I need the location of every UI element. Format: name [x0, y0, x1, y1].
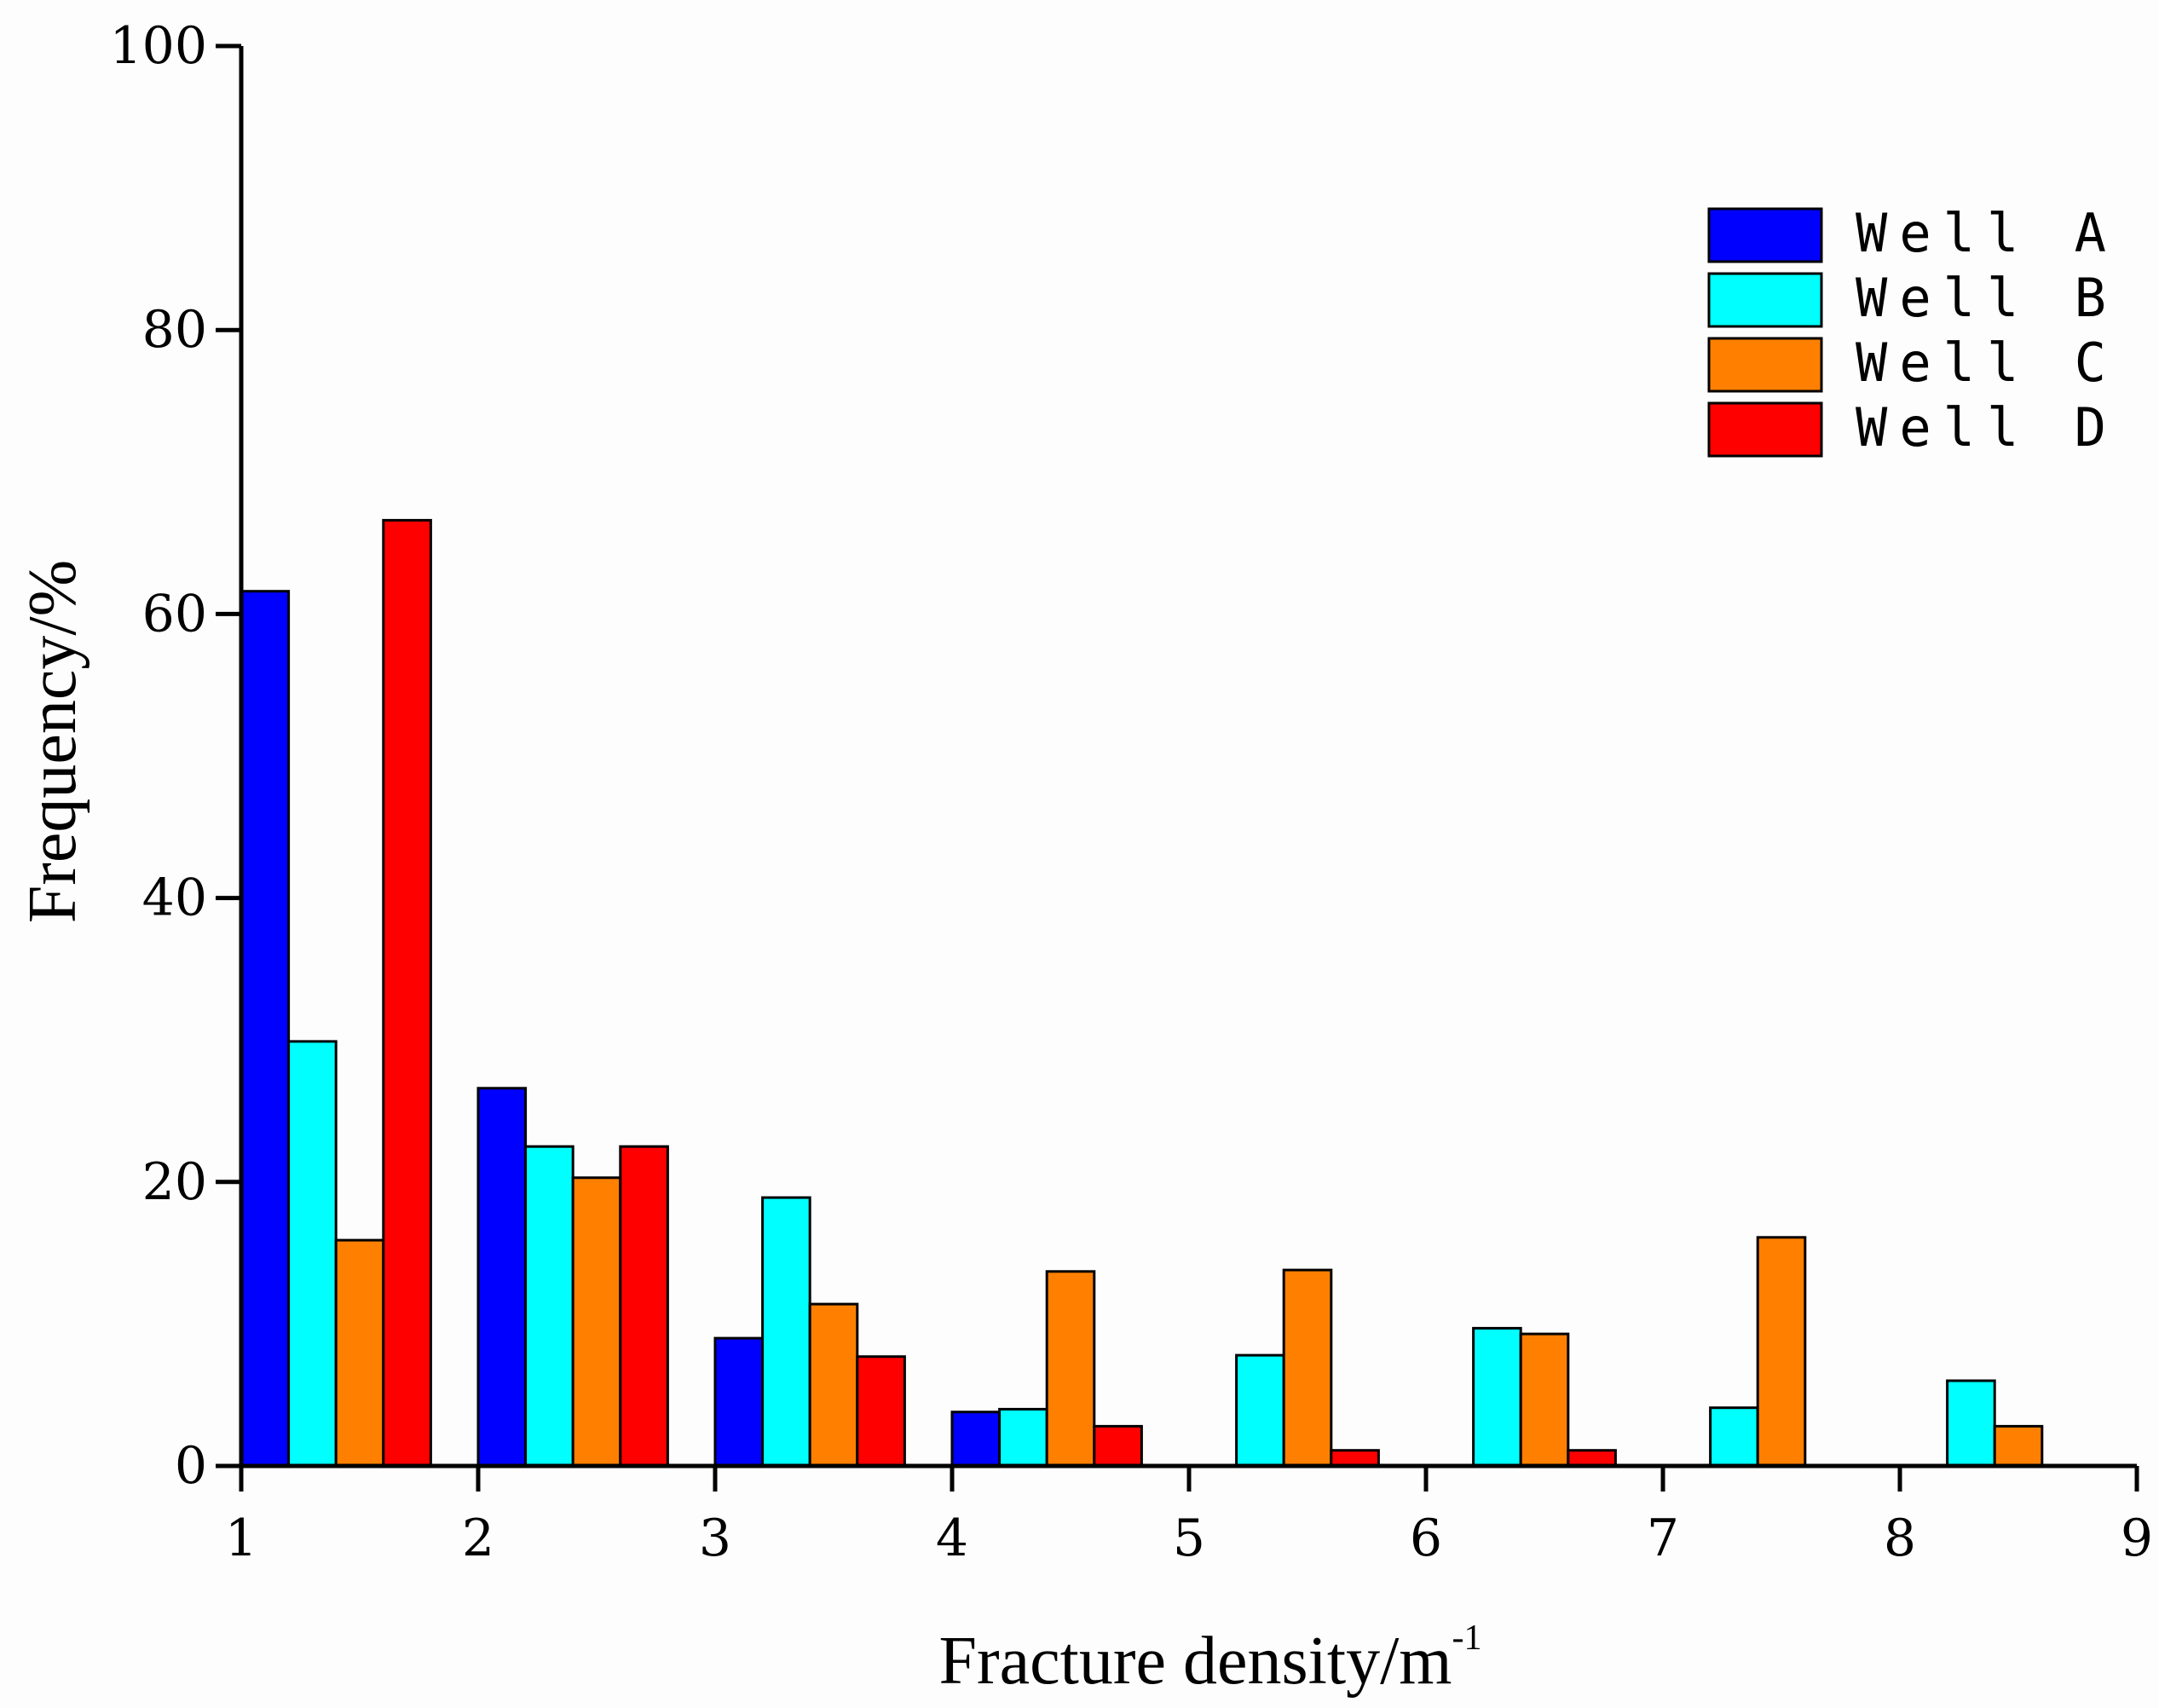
bar-well-c-4-5 [1045, 1270, 1096, 1468]
y-axis-title: Frequency/% [15, 560, 90, 924]
bar-well-b-3-4 [761, 1196, 811, 1468]
x-tick-label-7: 7 [1647, 1509, 1679, 1568]
bar-well-b-4-5 [998, 1407, 1048, 1468]
bar-well-c-5-6 [1282, 1268, 1333, 1468]
x-axis-title: Fracture density/m-1 [938, 1619, 1481, 1699]
x-tick-label-6: 6 [1410, 1509, 1442, 1568]
y-tick-label-80: 80 [142, 300, 207, 360]
bar-well-c-2-3 [571, 1176, 622, 1468]
legend-label-well-c: Well C [1856, 332, 2118, 394]
bar-well-b-5-6 [1235, 1353, 1285, 1468]
bar-well-d-2-3 [619, 1145, 669, 1468]
bar-well-b-2-3 [524, 1145, 574, 1468]
legend-label-well-a: Well A [1856, 202, 2118, 264]
legend-swatch-well-c [1707, 337, 1823, 393]
bar-well-d-1-2 [382, 518, 432, 1468]
bar-well-b-8-9 [1946, 1379, 1996, 1468]
bar-well-a-2-3 [476, 1087, 528, 1468]
bar-well-c-1-2 [334, 1238, 385, 1468]
bar-well-c-8-9 [1993, 1424, 2044, 1468]
x-tick-label-3: 3 [699, 1509, 731, 1568]
bar-well-b-6-7 [1472, 1326, 1522, 1468]
x-tick-label-4: 4 [936, 1509, 968, 1568]
y-tick-label-60: 60 [142, 584, 207, 643]
legend-label-well-d: Well D [1856, 396, 2118, 459]
bar-well-d-5-6 [1330, 1449, 1380, 1468]
bar-well-d-3-4 [856, 1355, 906, 1468]
x-tick-label-5: 5 [1173, 1509, 1205, 1568]
bar-well-b-1-2 [287, 1040, 338, 1468]
bar-well-d-4-5 [1093, 1424, 1143, 1468]
x-tick-label-9: 9 [2121, 1509, 2153, 1568]
y-tick-label-20: 20 [142, 1152, 207, 1212]
legend-swatch-well-a [1707, 207, 1823, 263]
bar-well-c-3-4 [808, 1302, 859, 1468]
y-tick-label-100: 100 [109, 16, 207, 76]
legend-swatch-well-d [1707, 401, 1823, 458]
bar-well-c-6-7 [1519, 1332, 1570, 1468]
legend-swatch-well-b [1707, 272, 1823, 328]
bar-well-b-7-8 [1709, 1406, 1759, 1468]
bar-well-a-3-4 [713, 1336, 765, 1468]
bar-well-a-1-2 [240, 590, 291, 1468]
x-tick-label-2: 2 [462, 1509, 494, 1568]
y-tick-label-40: 40 [142, 868, 207, 928]
bar-well-d-6-7 [1567, 1449, 1617, 1468]
bar-well-a-4-5 [950, 1411, 1002, 1468]
x-tick-label-8: 8 [1884, 1509, 1916, 1568]
legend-label-well-b: Well B [1856, 267, 2118, 329]
bars-group [240, 518, 2044, 1468]
y-tick-label-0: 0 [175, 1436, 207, 1496]
axes-group: 0 20 40 60 80 100 1 2 3 4 5 6 7 8 9 [109, 16, 2153, 1568]
x-tick-label-1: 1 [225, 1509, 257, 1568]
bar-well-c-7-8 [1756, 1236, 1807, 1468]
x-axis-title-text: Fracture density/m [938, 1624, 1452, 1699]
x-axis-title-superscript: -1 [1452, 1619, 1482, 1658]
